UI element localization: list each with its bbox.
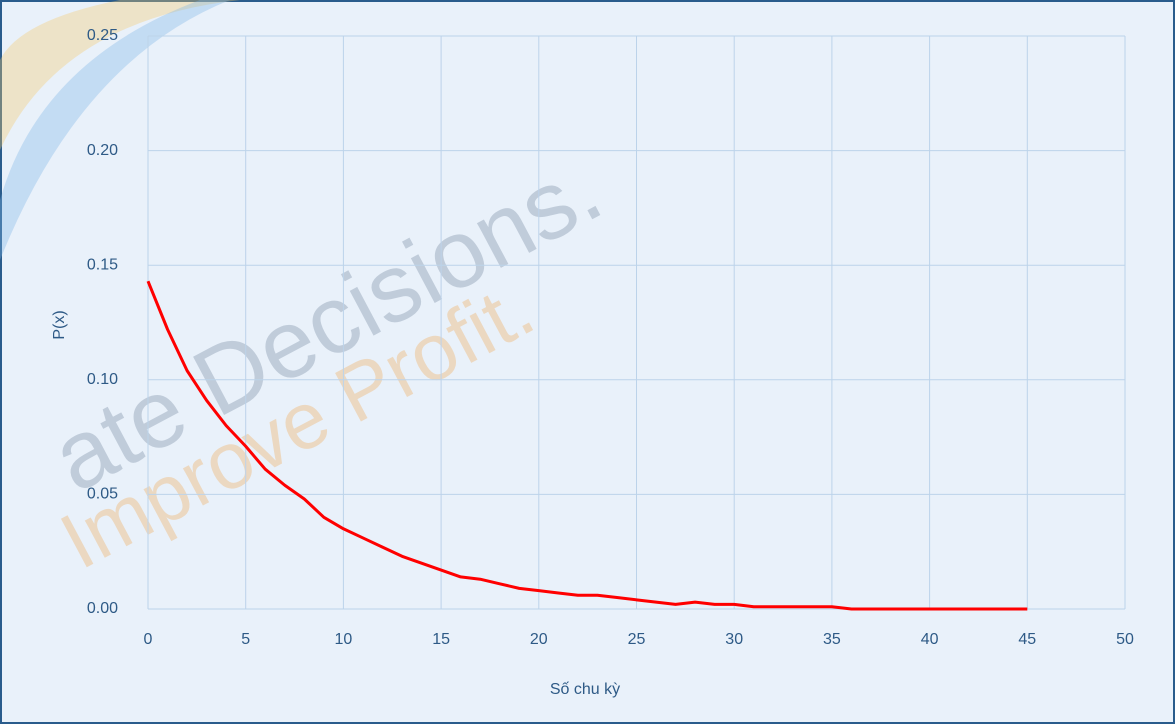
- x-tick-label: 30: [725, 631, 743, 648]
- y-tick-label: 0.10: [87, 371, 118, 388]
- y-tick-label: 0.00: [87, 600, 118, 617]
- y-tick-label: 0.20: [87, 142, 118, 159]
- x-tick-label: 45: [1018, 631, 1036, 648]
- x-tick-label: 5: [241, 631, 250, 648]
- page: ate Decisions. Improve Profit. Số chu kỳ…: [0, 0, 1175, 724]
- x-tick-label: 15: [432, 631, 450, 648]
- x-tick-label: 20: [530, 631, 548, 648]
- x-tick-label: 25: [628, 631, 646, 648]
- y-tick-label: 0.25: [87, 27, 118, 44]
- x-tick-label: 50: [1116, 631, 1134, 648]
- y-tick-label: 0.05: [87, 486, 118, 503]
- chart: ate Decisions. Improve Profit. Số chu kỳ…: [0, 0, 1175, 724]
- x-axis-label: Số chu kỳ: [550, 681, 620, 698]
- x-tick-label: 0: [144, 631, 153, 648]
- x-tick-label: 10: [335, 631, 353, 648]
- y-axis-label: P(x): [51, 310, 68, 339]
- x-tick-label: 40: [921, 631, 939, 648]
- x-tick-label: 35: [823, 631, 841, 648]
- y-tick-label: 0.15: [87, 256, 118, 273]
